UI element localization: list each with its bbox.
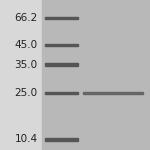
Bar xyxy=(45,44,78,46)
Text: 10.4: 10.4 xyxy=(14,135,38,144)
Text: 66.2: 66.2 xyxy=(14,13,38,23)
Bar xyxy=(45,17,78,19)
Bar xyxy=(82,92,142,94)
Bar xyxy=(45,138,78,141)
Text: 35.0: 35.0 xyxy=(14,60,38,69)
Bar xyxy=(45,63,78,66)
Bar xyxy=(42,0,150,150)
Text: 25.0: 25.0 xyxy=(14,88,38,98)
Text: 45.0: 45.0 xyxy=(14,40,38,50)
Bar xyxy=(45,92,78,94)
